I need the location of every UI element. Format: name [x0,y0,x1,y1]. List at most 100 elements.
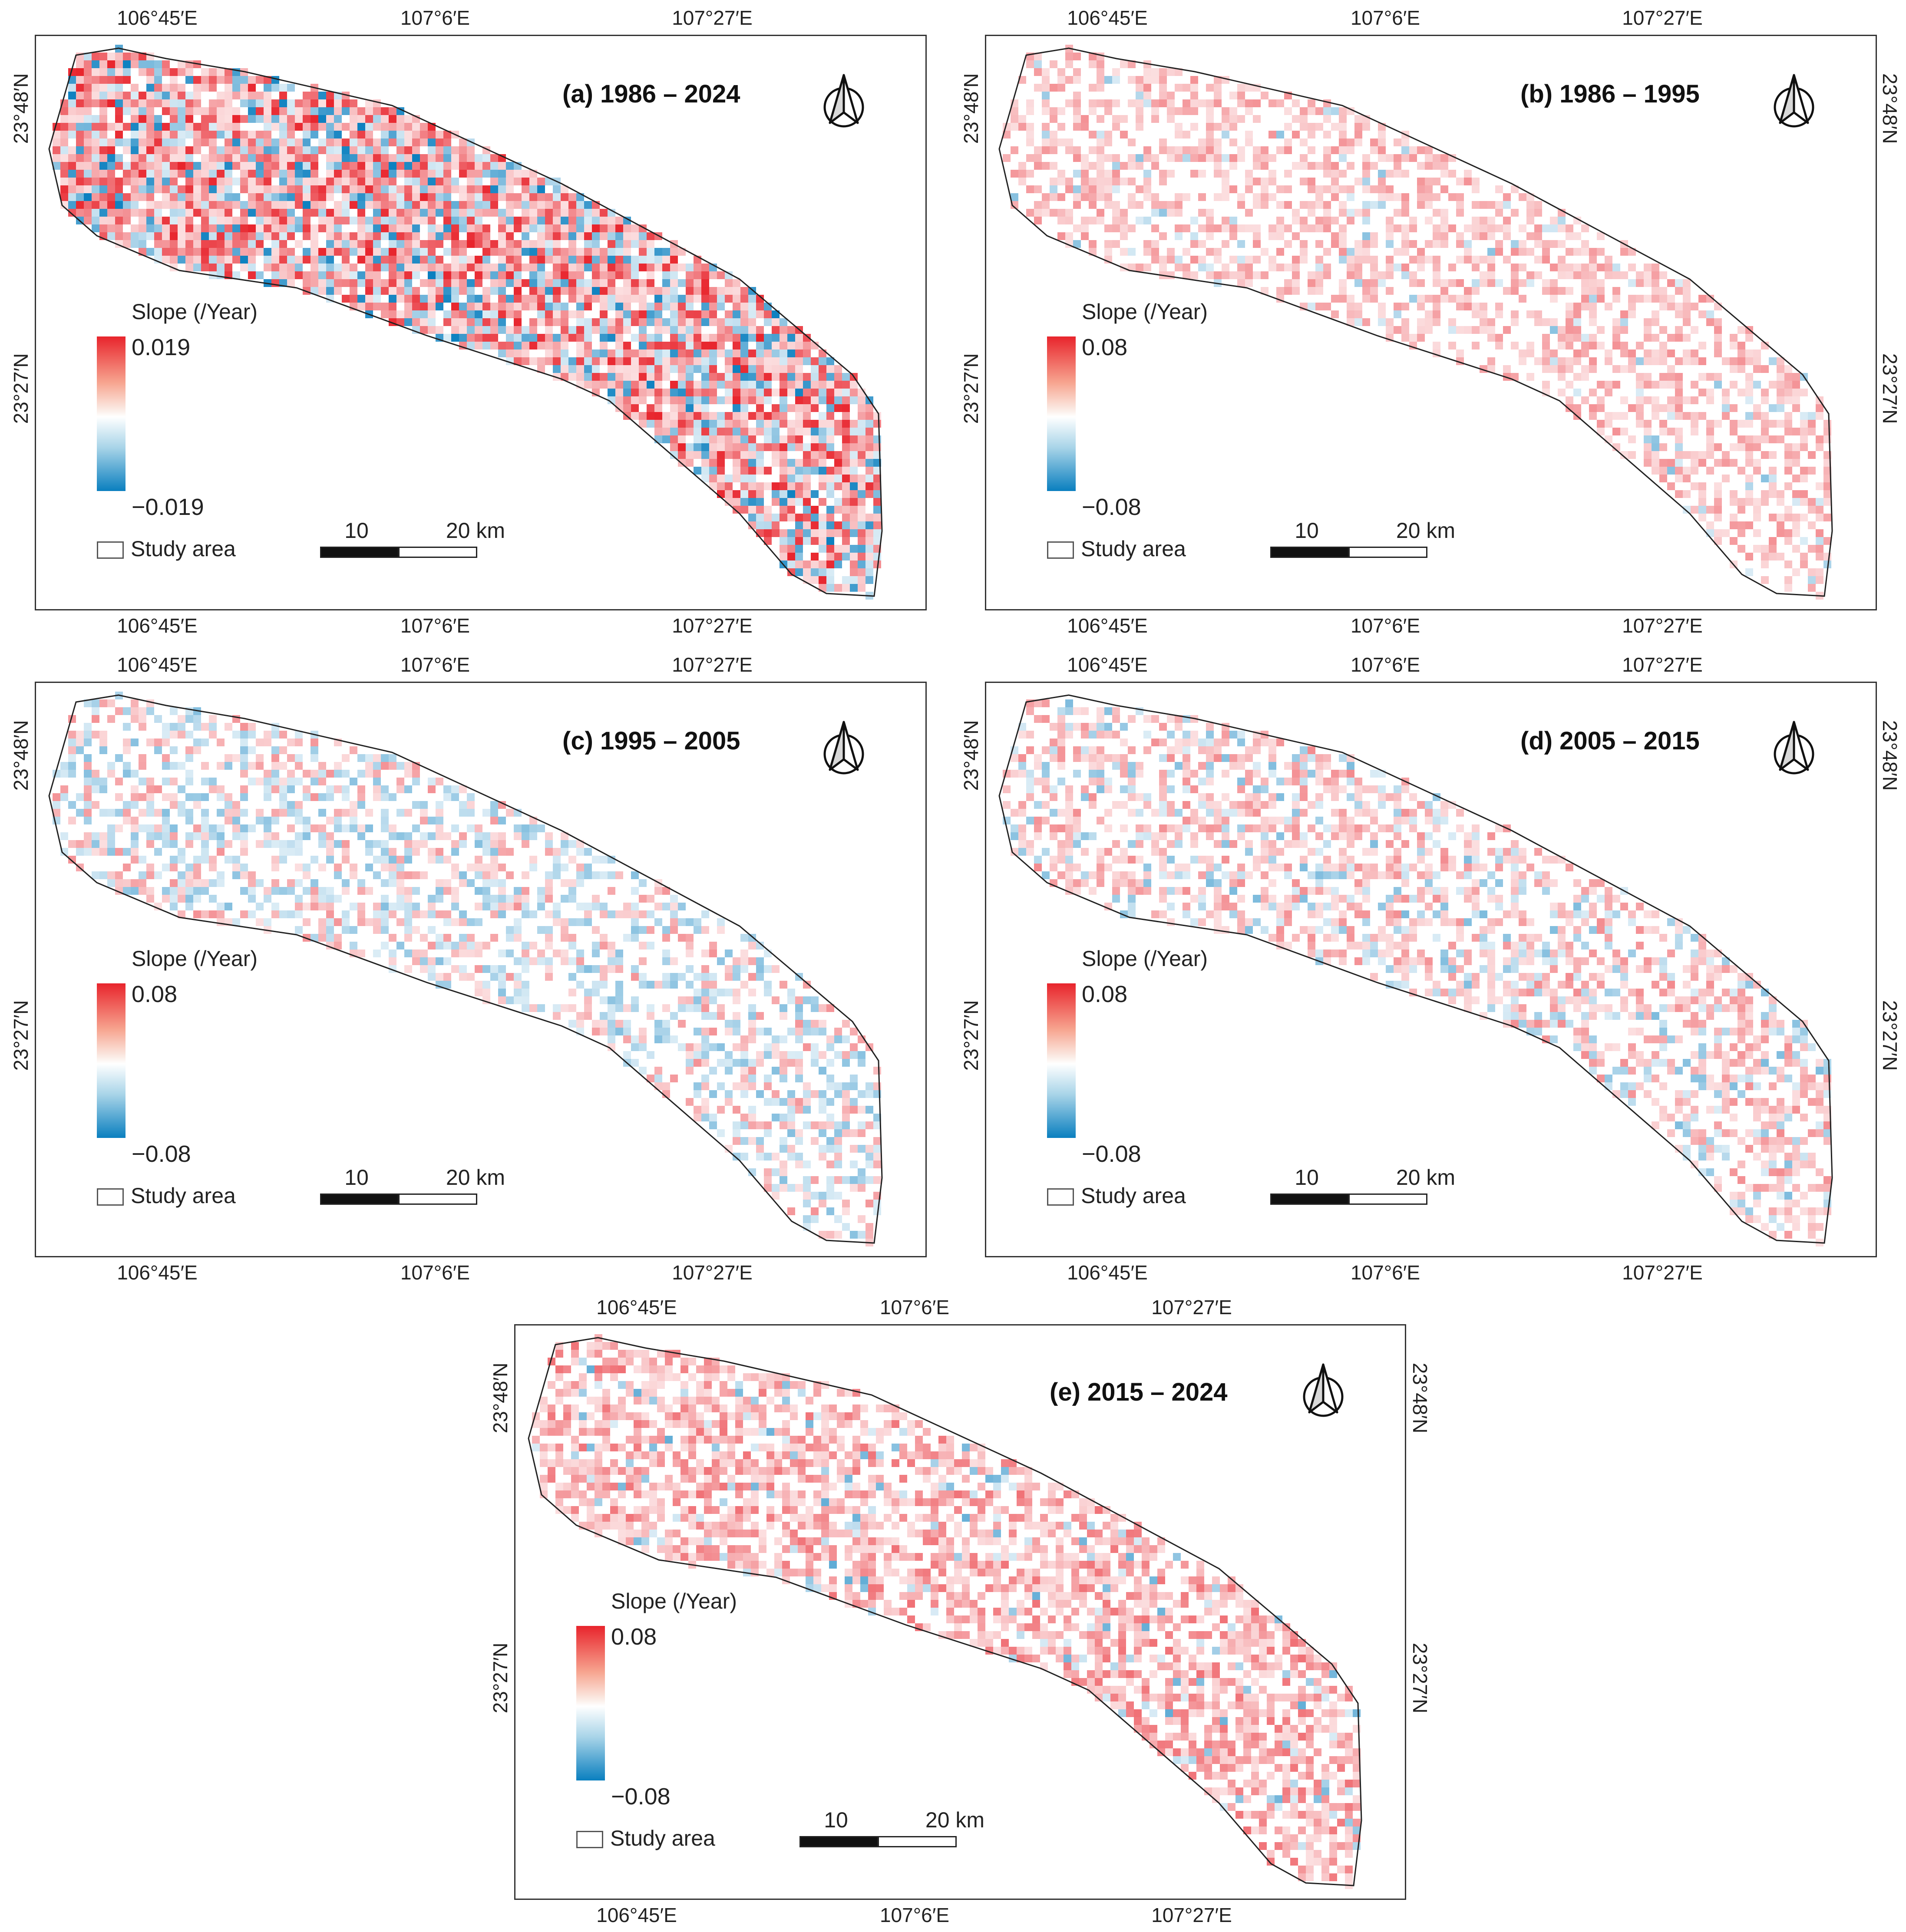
lat-label: 23°48′N [10,720,32,791]
color-ramp [1047,983,1076,1138]
lon-label: 107°6′E [879,1904,950,1926]
study-area-outline [998,47,1833,597]
study-area-swatch [576,1831,603,1848]
map-panel-c: (c) 1995 – 2005 Slope (/Year) 0.08 −0.08… [35,682,927,1257]
lon-label: 107°27′E [672,7,753,29]
lat-label: 23°27′N [960,1000,982,1071]
map-panel-d: (d) 2005 – 2015 Slope (/Year) 0.08 −0.08… [985,682,1877,1257]
study-area-outline [998,694,1833,1244]
scale-bar-black [320,547,399,558]
north-arrow-icon [823,721,864,775]
lon-label: 107°27′E [1622,614,1703,637]
lon-label: 106°45′E [117,614,198,637]
color-ramp [1047,336,1076,491]
ramp-min-label: −0.08 [132,1141,191,1167]
study-area-label: Study area [131,537,236,561]
lat-label: 23°48′N [960,720,982,791]
ramp-max-label: 0.08 [132,981,178,1007]
lon-label: 107°27′E [1151,1904,1232,1926]
lon-label: 106°45′E [596,1904,677,1926]
study-area-label: Study area [610,1826,715,1850]
ramp-max-label: 0.019 [132,334,191,360]
raster-map [48,692,883,1246]
study-area-label: Study area [1081,1184,1186,1208]
lon-label: 107°27′E [1622,7,1703,29]
panel-title: (d) 2005 – 2015 [1520,727,1700,755]
ramp-min-label: −0.08 [611,1784,671,1810]
north-arrow-icon [1774,721,1814,775]
color-ramp [576,1626,605,1780]
scale-bar-black [320,1193,399,1205]
lat-label: 23°27′N [1879,353,1901,424]
map-panel-a: (a) 1986 – 2024 Slope (/Year) 0.019 −0.0… [35,35,927,610]
lat-label: 23°27′N [1409,1642,1431,1714]
slope-raster [1003,699,1831,1246]
legend-title: Slope (/Year) [611,1589,737,1613]
legend-title: Slope (/Year) [132,300,258,324]
scale-mid-label: 10 [344,518,369,543]
lon-label: 107°27′E [672,614,753,637]
slope-raster [53,692,881,1246]
lat-label: 23°48′N [1879,73,1901,144]
lon-label: 107°27′E [672,653,753,676]
scale-bar-black [1270,547,1349,558]
study-area-outline [528,1337,1362,1886]
ramp-max-label: 0.08 [611,1624,657,1650]
scale-mid-label: 10 [1295,518,1319,543]
panel-title: (e) 2015 – 2024 [1050,1378,1228,1406]
lat-label: 23°27′N [489,1642,512,1714]
legend-title: Slope (/Year) [132,946,258,971]
lon-label: 106°45′E [1067,1261,1148,1284]
study-area-swatch [1047,1188,1074,1206]
color-ramp [97,983,126,1138]
lon-label: 107°27′E [672,1261,753,1284]
lon-label: 106°45′E [1067,7,1148,29]
scale-bar-white [878,1836,957,1847]
lon-label: 107°6′E [400,1261,470,1284]
lon-label: 107°6′E [400,7,470,29]
study-area-swatch [1047,541,1074,559]
lat-label: 23°27′N [10,353,32,424]
scale-bar-white [398,1193,477,1205]
lat-label: 23°48′N [1879,720,1901,791]
scale-end-label: 20 km [925,1808,985,1832]
panel-title: (b) 1986 – 1995 [1520,80,1700,108]
scale-bar-black [1270,1193,1349,1205]
north-arrow-icon [823,74,864,128]
slope-raster [532,1334,1361,1889]
lon-label: 107°6′E [879,1296,950,1319]
lon-label: 106°45′E [117,7,198,29]
scale-bar-white [1348,547,1427,558]
lon-label: 106°45′E [117,1261,198,1284]
map-panel-b: (b) 1986 – 1995 Slope (/Year) 0.08 −0.08… [985,35,1877,610]
study-area-outline [48,47,883,597]
panel-title: (a) 1986 – 2024 [562,80,740,108]
study-area-swatch [97,541,124,559]
study-area-label: Study area [131,1184,236,1208]
lon-label: 107°6′E [400,614,470,637]
lon-label: 107°6′E [1350,653,1420,676]
scale-mid-label: 10 [824,1808,848,1832]
scale-end-label: 20 km [1396,518,1456,543]
raster-map [528,1334,1362,1889]
scale-bar-black [799,1836,879,1847]
scale-end-label: 20 km [446,1165,505,1190]
lon-label: 106°45′E [1067,653,1148,676]
lon-label: 107°6′E [400,653,470,676]
scale-bar-white [398,547,477,558]
ramp-max-label: 0.08 [1082,334,1128,360]
raster-map [48,45,883,600]
raster-map [998,694,1833,1246]
panel-title: (c) 1995 – 2005 [562,727,740,755]
ramp-min-label: −0.019 [132,494,204,520]
scale-end-label: 20 km [446,518,505,543]
lon-label: 106°45′E [117,653,198,676]
lon-label: 107°27′E [1151,1296,1232,1319]
lat-label: 23°48′N [1409,1362,1431,1434]
study-area-label: Study area [1081,537,1186,561]
legend-title: Slope (/Year) [1082,946,1208,971]
legend-title: Slope (/Year) [1082,300,1208,324]
lat-label: 23°27′N [1879,1000,1901,1071]
scale-mid-label: 10 [344,1165,369,1190]
scale-end-label: 20 km [1396,1165,1456,1190]
